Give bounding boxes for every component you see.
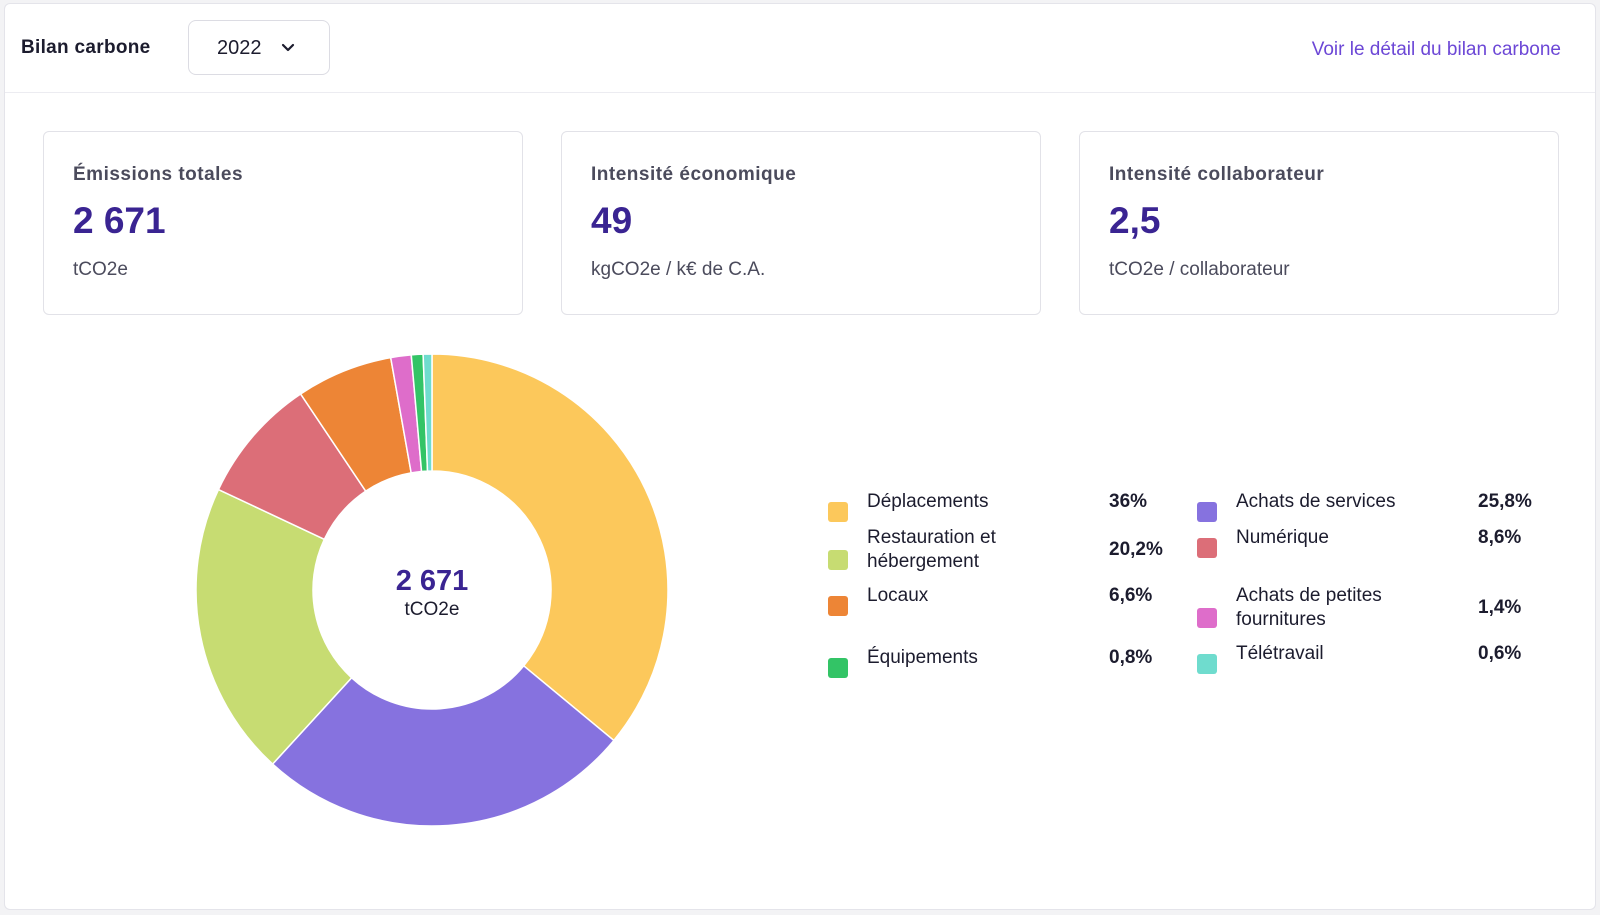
year-select-value: 2022 xyxy=(217,37,262,59)
kpi-value: 2,5 xyxy=(1109,200,1161,241)
kpi-title: Intensité collaborateur xyxy=(1109,164,1325,185)
legend-swatch xyxy=(1197,502,1217,522)
donut-slice-2[interactable] xyxy=(195,488,353,765)
legend-percent: 6,6% xyxy=(1109,585,1153,606)
detail-link[interactable]: Voir le détail du bilan carbone xyxy=(1311,39,1561,60)
legend-percent: 25,8% xyxy=(1478,491,1532,512)
kpi-unit: tCO2e / collaborateur xyxy=(1109,259,1290,280)
chevron-down-icon xyxy=(281,43,295,52)
legend-swatch xyxy=(1197,654,1217,674)
kpi-card-economic-intensity: Intensité économique 49 kgCO2e / k€ de C… xyxy=(561,131,1041,315)
legend-label: Achats de services xyxy=(1236,491,1396,512)
legend-label: Équipements xyxy=(867,647,978,668)
legend-label: Déplacements xyxy=(867,491,989,512)
legend-swatch xyxy=(1197,608,1217,628)
legend-swatch xyxy=(828,596,848,616)
kpi-title: Émissions totales xyxy=(73,164,244,185)
donut-slice-7[interactable] xyxy=(422,353,433,472)
donut-center-unit: tCO2e xyxy=(404,599,460,620)
year-select[interactable]: 2022 xyxy=(188,20,330,75)
kpi-card-total-emissions: Émissions totales 2 671 tCO2e xyxy=(43,131,523,315)
kpi-value: 2 671 xyxy=(73,200,166,241)
legend-swatch xyxy=(828,550,848,570)
kpi-title: Intensité économique xyxy=(591,164,797,185)
kpi-unit: tCO2e xyxy=(73,259,128,280)
legend-swatch xyxy=(1197,538,1217,558)
donut-slice-0[interactable] xyxy=(431,353,669,742)
legend-percent: 0,6% xyxy=(1478,643,1522,664)
kpi-unit: kgCO2e / k€ de C.A. xyxy=(591,259,766,280)
legend-percent: 20,2% xyxy=(1109,539,1163,560)
panel-title: Bilan carbone xyxy=(21,37,151,58)
kpi-value: 49 xyxy=(591,200,633,241)
legend-percent: 8,6% xyxy=(1478,527,1522,548)
legend-label: Télétravail xyxy=(1236,643,1324,664)
legend-percent: 1,4% xyxy=(1478,597,1522,618)
donut-chart xyxy=(195,353,669,827)
donut-slice-1[interactable] xyxy=(271,665,615,827)
legend-label: Numérique xyxy=(1236,527,1329,548)
legend-percent: 0,8% xyxy=(1109,647,1153,668)
donut-center-value: 2 671 xyxy=(395,565,469,597)
legend-label: Restauration et hébergement xyxy=(867,527,996,572)
legend-swatch xyxy=(828,658,848,678)
legend-percent: 36% xyxy=(1109,491,1148,512)
kpi-card-employee-intensity: Intensité collaborateur 2,5 tCO2e / coll… xyxy=(1079,131,1559,315)
panel-header: Bilan carbone 2022 Voir le détail du bil… xyxy=(5,4,1595,93)
legend-swatch xyxy=(828,502,848,522)
legend-label: Locaux xyxy=(867,585,929,606)
legend-label: Achats de petites fournitures xyxy=(1236,585,1382,630)
